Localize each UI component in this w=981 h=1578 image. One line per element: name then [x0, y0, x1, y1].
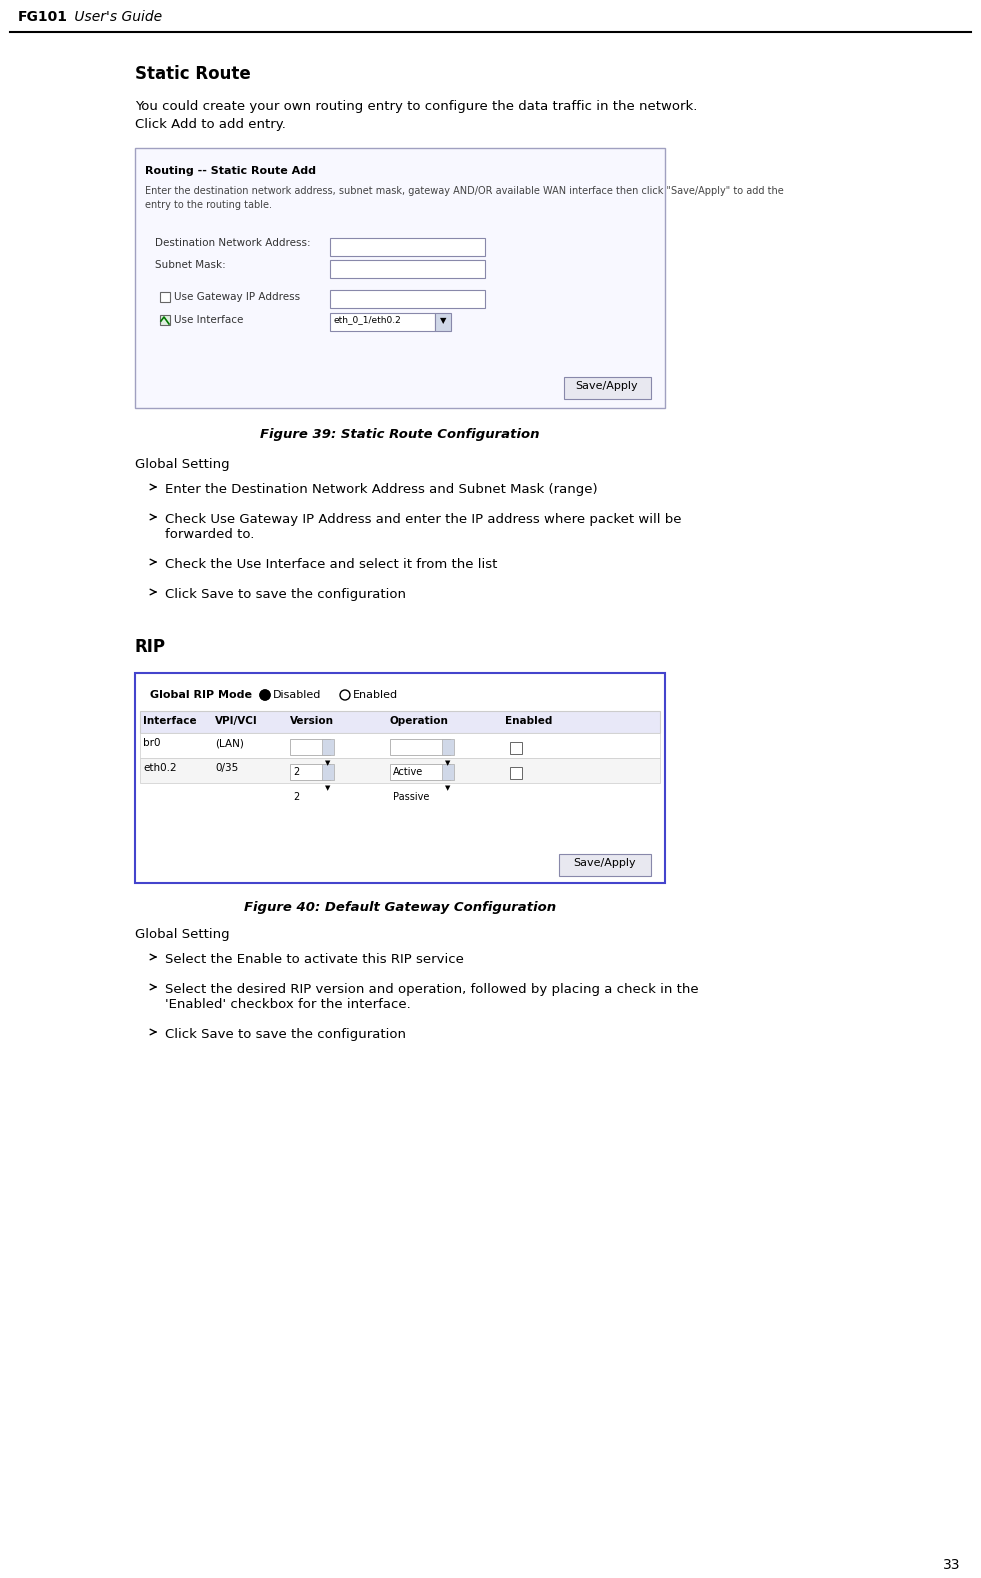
FancyBboxPatch shape: [290, 739, 330, 754]
Text: Operation: Operation: [390, 716, 449, 726]
Text: Version: Version: [290, 716, 334, 726]
Text: (LAN): (LAN): [215, 739, 244, 748]
FancyBboxPatch shape: [140, 757, 660, 783]
Text: br0: br0: [143, 739, 161, 748]
FancyBboxPatch shape: [390, 739, 450, 754]
Text: Passive: Passive: [393, 792, 430, 802]
FancyBboxPatch shape: [442, 764, 454, 780]
Text: Use Gateway IP Address: Use Gateway IP Address: [174, 292, 300, 301]
Text: Save/Apply: Save/Apply: [574, 858, 637, 868]
Circle shape: [260, 690, 270, 701]
Text: Active: Active: [393, 767, 423, 776]
Text: Subnet Mask:: Subnet Mask:: [155, 260, 226, 270]
FancyBboxPatch shape: [330, 290, 485, 308]
Text: Check Use Gateway IP Address and enter the IP address where packet will be: Check Use Gateway IP Address and enter t…: [165, 513, 682, 525]
Text: eth0.2: eth0.2: [143, 764, 177, 773]
FancyBboxPatch shape: [564, 377, 651, 399]
Text: ▼: ▼: [326, 761, 331, 765]
Text: 'Enabled' checkbox for the interface.: 'Enabled' checkbox for the interface.: [165, 997, 411, 1011]
Text: Enter the destination network address, subnet mask, gateway AND/OR available WAN: Enter the destination network address, s…: [145, 186, 784, 196]
Text: You could create your own routing entry to configure the data traffic in the net: You could create your own routing entry …: [135, 99, 697, 114]
Text: Static Route: Static Route: [135, 65, 251, 84]
Text: User's Guide: User's Guide: [70, 9, 162, 24]
Circle shape: [262, 693, 268, 697]
Text: Disabled: Disabled: [273, 690, 322, 701]
Text: 2: 2: [293, 792, 299, 802]
Text: Figure 40: Default Gateway Configuration: Figure 40: Default Gateway Configuration: [244, 901, 556, 914]
Text: Save/Apply: Save/Apply: [576, 380, 639, 391]
Text: FG101: FG101: [18, 9, 68, 24]
Text: ▼: ▼: [439, 317, 446, 325]
FancyBboxPatch shape: [330, 260, 485, 278]
FancyBboxPatch shape: [140, 734, 660, 757]
Text: Enter the Destination Network Address and Subnet Mask (range): Enter the Destination Network Address an…: [165, 483, 597, 495]
FancyBboxPatch shape: [510, 742, 522, 754]
Text: Global RIP Mode: Global RIP Mode: [150, 690, 252, 701]
FancyBboxPatch shape: [330, 312, 435, 331]
Text: RIP: RIP: [135, 638, 166, 656]
FancyBboxPatch shape: [330, 238, 485, 256]
FancyBboxPatch shape: [140, 712, 660, 734]
Text: Select the Enable to activate this RIP service: Select the Enable to activate this RIP s…: [165, 953, 464, 966]
Text: ▼: ▼: [445, 761, 450, 765]
Text: ▼: ▼: [445, 784, 450, 791]
Text: Click Save to save the configuration: Click Save to save the configuration: [165, 589, 406, 601]
FancyBboxPatch shape: [322, 739, 334, 754]
FancyBboxPatch shape: [135, 148, 665, 409]
Text: Global Setting: Global Setting: [135, 928, 230, 940]
Text: Interface: Interface: [143, 716, 196, 726]
Text: Check the Use Interface and select it from the list: Check the Use Interface and select it fr…: [165, 559, 497, 571]
FancyBboxPatch shape: [290, 764, 330, 780]
Text: Global Setting: Global Setting: [135, 458, 230, 470]
FancyBboxPatch shape: [435, 312, 451, 331]
Text: 33: 33: [943, 1557, 960, 1572]
Text: Destination Network Address:: Destination Network Address:: [155, 238, 311, 248]
Text: Click Add to add entry.: Click Add to add entry.: [135, 118, 285, 131]
Text: Click Save to save the configuration: Click Save to save the configuration: [165, 1027, 406, 1041]
FancyBboxPatch shape: [510, 767, 522, 780]
FancyBboxPatch shape: [442, 739, 454, 754]
FancyBboxPatch shape: [160, 292, 170, 301]
Text: Routing -- Static Route Add: Routing -- Static Route Add: [145, 166, 316, 177]
FancyBboxPatch shape: [559, 854, 651, 876]
Text: entry to the routing table.: entry to the routing table.: [145, 200, 272, 210]
Text: Use Interface: Use Interface: [174, 316, 243, 325]
Text: ▼: ▼: [326, 784, 331, 791]
Text: Enabled: Enabled: [353, 690, 398, 701]
Text: Select the desired RIP version and operation, followed by placing a check in the: Select the desired RIP version and opera…: [165, 983, 698, 996]
FancyBboxPatch shape: [135, 672, 665, 884]
Text: Enabled: Enabled: [505, 716, 552, 726]
Text: VPI/VCI: VPI/VCI: [215, 716, 258, 726]
FancyBboxPatch shape: [390, 764, 450, 780]
Text: 2: 2: [293, 767, 299, 776]
Text: 0/35: 0/35: [215, 764, 238, 773]
Text: Figure 39: Static Route Configuration: Figure 39: Static Route Configuration: [260, 428, 540, 440]
FancyBboxPatch shape: [322, 764, 334, 780]
Text: forwarded to.: forwarded to.: [165, 529, 254, 541]
FancyBboxPatch shape: [160, 316, 170, 325]
Text: eth_0_1/eth0.2: eth_0_1/eth0.2: [334, 316, 402, 323]
